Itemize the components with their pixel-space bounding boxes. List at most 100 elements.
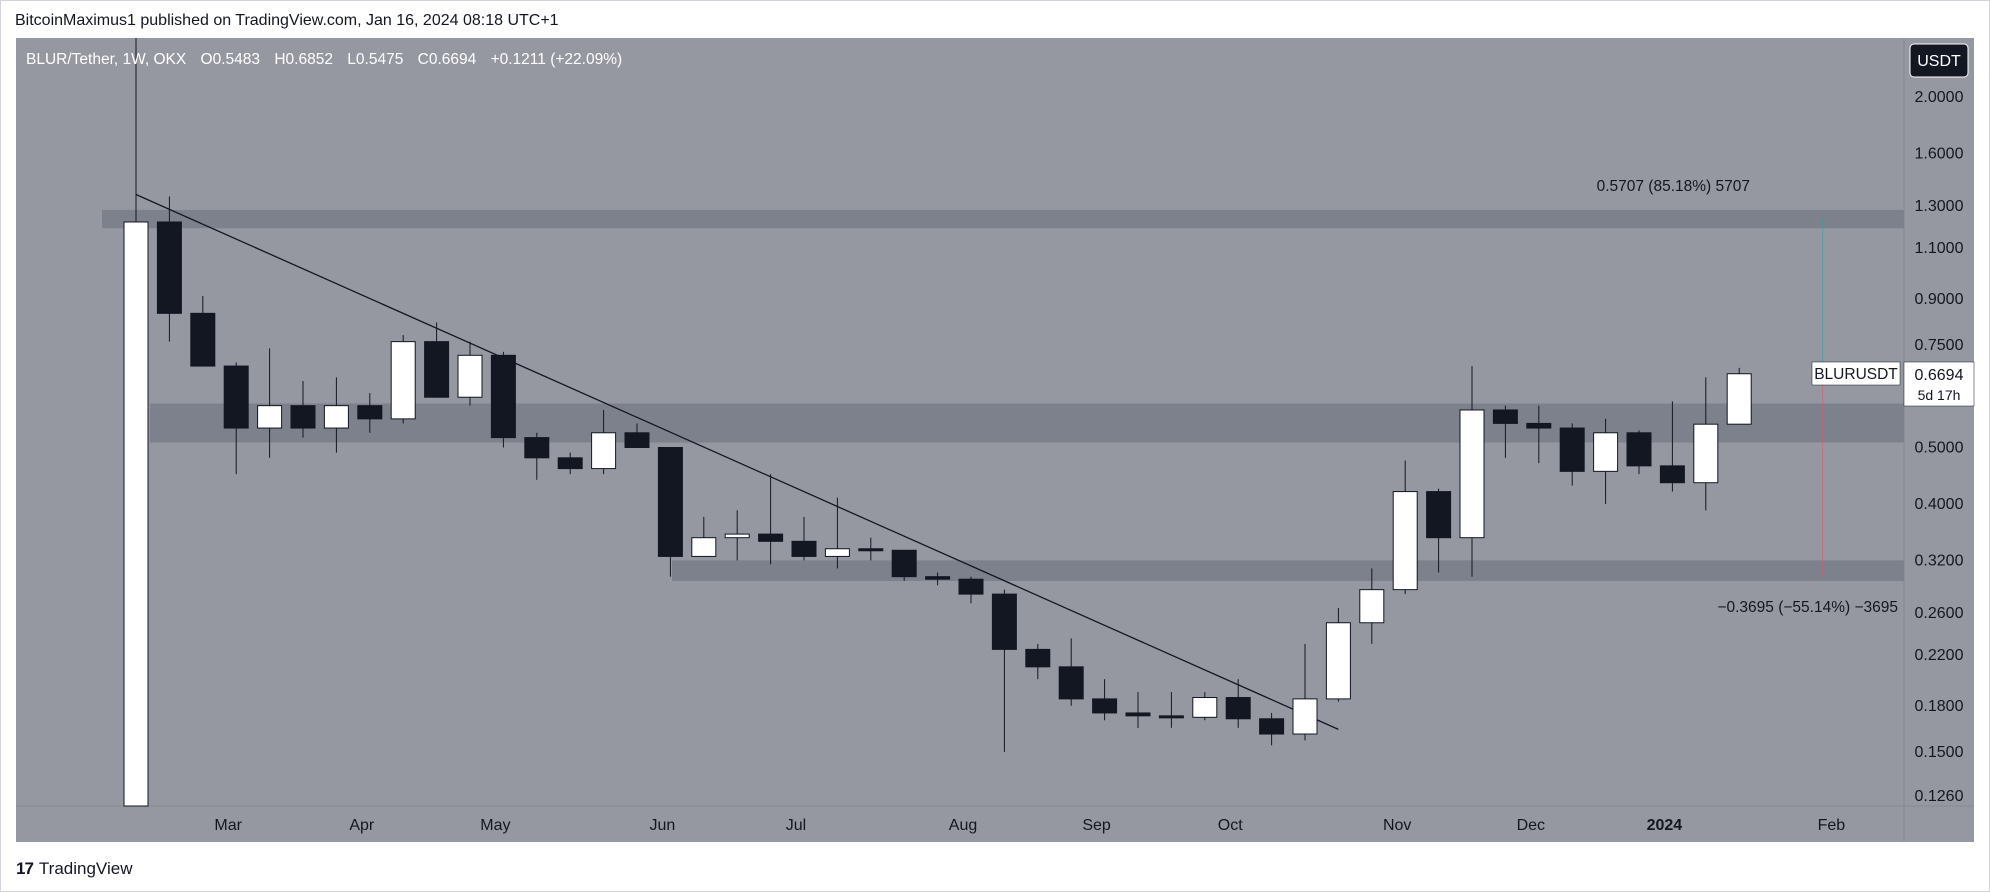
- candle: [390, 335, 416, 424]
- price-axis-ticks: 2.0000 1.6000 1.3000 1.1000 0.9000 0.7500 0.50…: [1915, 89, 1964, 805]
- time-tick-label: Sep: [1082, 817, 1111, 834]
- candle: [1025, 643, 1051, 680]
- candle: [1259, 712, 1285, 746]
- time-axis-background: [16, 806, 1904, 842]
- candle-body: [1292, 698, 1318, 735]
- candle: [858, 537, 884, 561]
- candle: [357, 393, 383, 433]
- candle: [925, 572, 951, 586]
- time-tick-label: Aug: [949, 817, 977, 834]
- candle-body: [1092, 698, 1118, 714]
- candle: [1292, 643, 1318, 741]
- svg-text:BLUR/Tether, 1W, OKX O0.: BLUR/Tether, 1W, OKX O0.5483 H0.6852 L0.…: [26, 51, 622, 68]
- candle: [1626, 430, 1652, 475]
- candle: [1225, 679, 1251, 728]
- candle-body: [223, 365, 249, 429]
- price-tick-label: 0.3200: [1915, 552, 1964, 569]
- candle: [557, 452, 583, 475]
- zone-0: [102, 209, 1904, 229]
- candle-body: [1426, 491, 1452, 539]
- time-tick-label: Dec: [1517, 817, 1545, 834]
- candle-body: [591, 432, 617, 470]
- candle: [490, 351, 516, 448]
- legend-open-label: O: [201, 51, 213, 68]
- candle-body: [991, 593, 1017, 650]
- candle-body: [1025, 648, 1051, 668]
- candle-body: [1058, 666, 1084, 700]
- trendline-group: [135, 193, 1339, 730]
- candle-body: [1125, 712, 1151, 717]
- candle: [257, 348, 283, 458]
- candle-body: [424, 341, 450, 398]
- candle-body: [457, 354, 483, 398]
- candle-body: [1526, 422, 1552, 429]
- currency-badge[interactable]: USDT: [1909, 43, 1969, 78]
- candle-body: [1492, 409, 1518, 424]
- candle: [624, 423, 650, 449]
- measure-up-label: 0.5707 (85.18%) 5707: [1597, 178, 1750, 195]
- candle: [1325, 608, 1351, 702]
- price-tick-label: 0.1260: [1915, 788, 1964, 805]
- candle: [123, 38, 149, 807]
- candle: [190, 296, 216, 367]
- candle-body: [390, 341, 416, 420]
- currency-badge-label: USDT: [1917, 53, 1961, 70]
- candle: [156, 196, 182, 342]
- candle: [1526, 405, 1552, 464]
- candle: [424, 322, 450, 398]
- candle: [1359, 568, 1385, 644]
- legend-change: +0.1211 (+22.09%): [491, 51, 623, 68]
- time-tick-label: Feb: [1818, 817, 1846, 834]
- candle-body: [858, 548, 884, 552]
- candle-body: [624, 432, 650, 449]
- candle-body: [824, 548, 850, 557]
- candle-body: [1259, 718, 1285, 735]
- candle-body: [1359, 589, 1385, 624]
- ohlc-legend: BLUR/Tether, 1W, OKX O0.5483 H0.6852 L0.…: [26, 51, 622, 68]
- candle: [1392, 460, 1418, 595]
- candle-body: [490, 354, 516, 439]
- legend-close-value: 0.6694: [429, 51, 477, 68]
- candle: [1459, 366, 1485, 577]
- time-tick-label: Jun: [650, 817, 676, 834]
- candle-body: [123, 221, 149, 807]
- candle-body: [357, 405, 383, 420]
- candle-body: [1693, 423, 1719, 484]
- candle: [1593, 418, 1619, 504]
- candle-body: [290, 405, 316, 429]
- candle: [323, 377, 349, 453]
- price-tag-value: 0.6694: [1915, 367, 1964, 384]
- legend-symbol: BLUR/Tether, 1W, OKX: [26, 51, 187, 68]
- candle: [824, 497, 850, 569]
- candle: [1192, 692, 1218, 721]
- candle: [724, 510, 750, 561]
- candle: [457, 341, 483, 406]
- legend-close-label: C: [418, 51, 429, 68]
- legend-high-value: 0.6852: [286, 51, 333, 68]
- candle: [223, 362, 249, 475]
- symbol-tag-bg: [1811, 361, 1901, 386]
- candle-body: [1192, 697, 1218, 718]
- legend-low-value: 0.5475: [356, 51, 403, 68]
- candle-body: [891, 549, 917, 578]
- candle: [958, 576, 984, 604]
- candle-body: [657, 447, 683, 557]
- price-tick-label: 0.9000: [1915, 291, 1964, 308]
- support-resistance-zones: [102, 209, 1904, 581]
- legend-high-label: H: [274, 51, 285, 68]
- tradingview-mark-icon: 17: [16, 859, 34, 878]
- price-tag-countdown: 5d 17h: [1918, 387, 1961, 403]
- price-tag-bg: [1903, 361, 1975, 407]
- candle: [1092, 679, 1118, 721]
- candlestick-series: [123, 38, 1752, 807]
- tradingview-logo[interactable]: 17 TradingView: [16, 859, 132, 879]
- candle: [891, 549, 917, 581]
- candle-body: [1593, 432, 1619, 472]
- time-tick-label: Jul: [786, 817, 806, 834]
- price-tick-label: 0.5000: [1915, 440, 1964, 457]
- axis-corner: [1904, 806, 1974, 842]
- price-tick-label: 0.1500: [1915, 744, 1964, 761]
- candle: [1158, 692, 1184, 728]
- candle-body: [925, 576, 951, 580]
